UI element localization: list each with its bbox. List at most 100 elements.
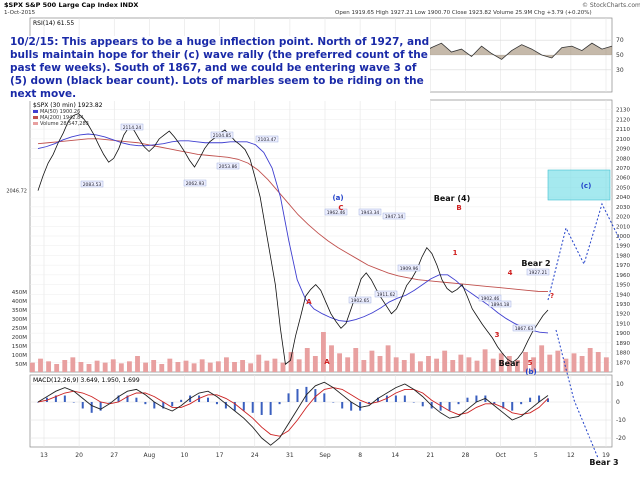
volume-bar	[418, 361, 423, 372]
macd-hist-bar	[439, 402, 442, 411]
macd-hist-bar	[242, 402, 245, 411]
volume-bar	[264, 360, 270, 372]
volume-bar	[377, 356, 383, 372]
price-callout: 1962.46	[327, 210, 346, 216]
macd-hist-bar	[493, 402, 496, 405]
rsi-tick-label: 30	[616, 67, 624, 74]
wave-label: ?	[550, 292, 554, 300]
macd-hist-bar	[117, 395, 120, 402]
volume-tick-label: 150M	[12, 344, 27, 350]
volume-bar	[175, 362, 181, 372]
macd-hist-bar	[511, 402, 514, 411]
x-tick-label: 21	[427, 452, 435, 459]
volume-bar	[78, 362, 84, 372]
macd-hist-bar	[81, 402, 84, 409]
volume-tick-label: 300M	[12, 317, 27, 323]
price-tick-label: 1890	[616, 341, 630, 347]
rsi-tick-label: 50	[616, 52, 624, 59]
wave-label: Bear 3	[589, 458, 618, 467]
price-callout-box	[374, 290, 398, 298]
price-callout-box	[210, 131, 234, 139]
macd-hist-bar	[90, 402, 93, 413]
price-callout-box	[512, 324, 536, 332]
volume-bar	[159, 364, 165, 372]
wave-label: (b)	[525, 368, 536, 376]
volume-bar	[38, 358, 43, 372]
volume-bar	[46, 361, 52, 372]
macd-hist-bar	[144, 402, 147, 405]
macd-signal-line	[37, 387, 549, 437]
macd-hist-bar	[72, 402, 75, 403]
macd-hist-bar	[54, 395, 57, 402]
x-tick-label: 12	[567, 452, 575, 459]
price-tick-label: 1960	[616, 273, 630, 279]
header-date: 1-Oct-2015	[4, 10, 36, 16]
macd-hist-bar	[341, 402, 344, 409]
macd-hist-bar	[180, 399, 183, 402]
wave-label: 4	[508, 269, 513, 277]
price-tick-label: 2130	[616, 108, 630, 114]
volume-bar	[426, 356, 431, 372]
volume-bar	[240, 360, 246, 372]
macd-hist-bar	[403, 395, 406, 402]
volume-bar	[450, 360, 456, 372]
volume-bar	[54, 364, 60, 372]
macd-hist-bar	[323, 393, 326, 402]
price-callout-box	[348, 296, 372, 304]
x-tick-label: Oct	[495, 452, 506, 459]
macd-hist-bar	[296, 389, 299, 402]
macd-hist-bar	[332, 402, 335, 403]
rsi-tick-label: 70	[616, 37, 624, 44]
volume-bar	[288, 352, 294, 372]
volume-bar	[256, 354, 262, 372]
price-callout: 2053.86	[219, 164, 238, 170]
volume-bar	[135, 356, 140, 372]
macd-hist-bar	[520, 402, 523, 405]
volume-bar	[345, 357, 351, 372]
price-callout: 1947.14	[385, 214, 404, 220]
volume-bar	[515, 360, 520, 372]
x-tick-label: 17	[216, 452, 224, 459]
price-tick-label: 1980	[616, 253, 630, 259]
wave-label: 1	[453, 249, 458, 257]
volume-bar	[506, 356, 512, 372]
volume-bar	[191, 363, 197, 372]
price-tick-label: 2010	[616, 224, 630, 230]
volume-bar	[369, 350, 375, 372]
price-callout: 1911.62	[377, 292, 396, 298]
macd-hist-bar	[63, 395, 66, 402]
macd-hist-bar	[502, 402, 505, 409]
volume-bar	[127, 361, 132, 372]
volume-bar	[563, 358, 569, 372]
volume-bar	[304, 348, 310, 372]
volume-bar	[571, 353, 577, 372]
price-tick-label: 2080	[616, 156, 630, 162]
price-callout-box	[255, 135, 279, 143]
volume-bar	[280, 362, 286, 372]
legend-swatch	[33, 110, 38, 113]
legend-entry: MA(200) 1942.84	[40, 115, 83, 121]
wave-label: (c)	[581, 182, 592, 190]
volume-bar	[296, 359, 302, 372]
volume-bar	[94, 360, 100, 372]
wave-label: A	[324, 358, 330, 366]
price-tick-label: 1930	[616, 302, 630, 308]
price-callout: 2062.93	[186, 181, 205, 187]
price-tick-label: 1870	[616, 360, 630, 366]
volume-bar	[232, 362, 237, 372]
price-tick-label: 2030	[616, 205, 630, 211]
volume-bar	[393, 357, 399, 372]
price-tick-label: 1910	[616, 321, 630, 327]
price-tick-label: 2120	[616, 117, 630, 123]
x-tick-label: Aug	[144, 452, 156, 459]
price-callout: 2083.53	[83, 182, 102, 188]
volume-bar	[442, 350, 448, 372]
wave-label: C	[338, 204, 343, 212]
volume-bar	[199, 359, 205, 372]
volume-bar	[337, 353, 343, 372]
volume-bar	[102, 362, 108, 372]
wave-label: A	[306, 298, 312, 306]
macd-hist-bar	[466, 397, 469, 402]
volume-tick-label: 450M	[12, 290, 27, 296]
